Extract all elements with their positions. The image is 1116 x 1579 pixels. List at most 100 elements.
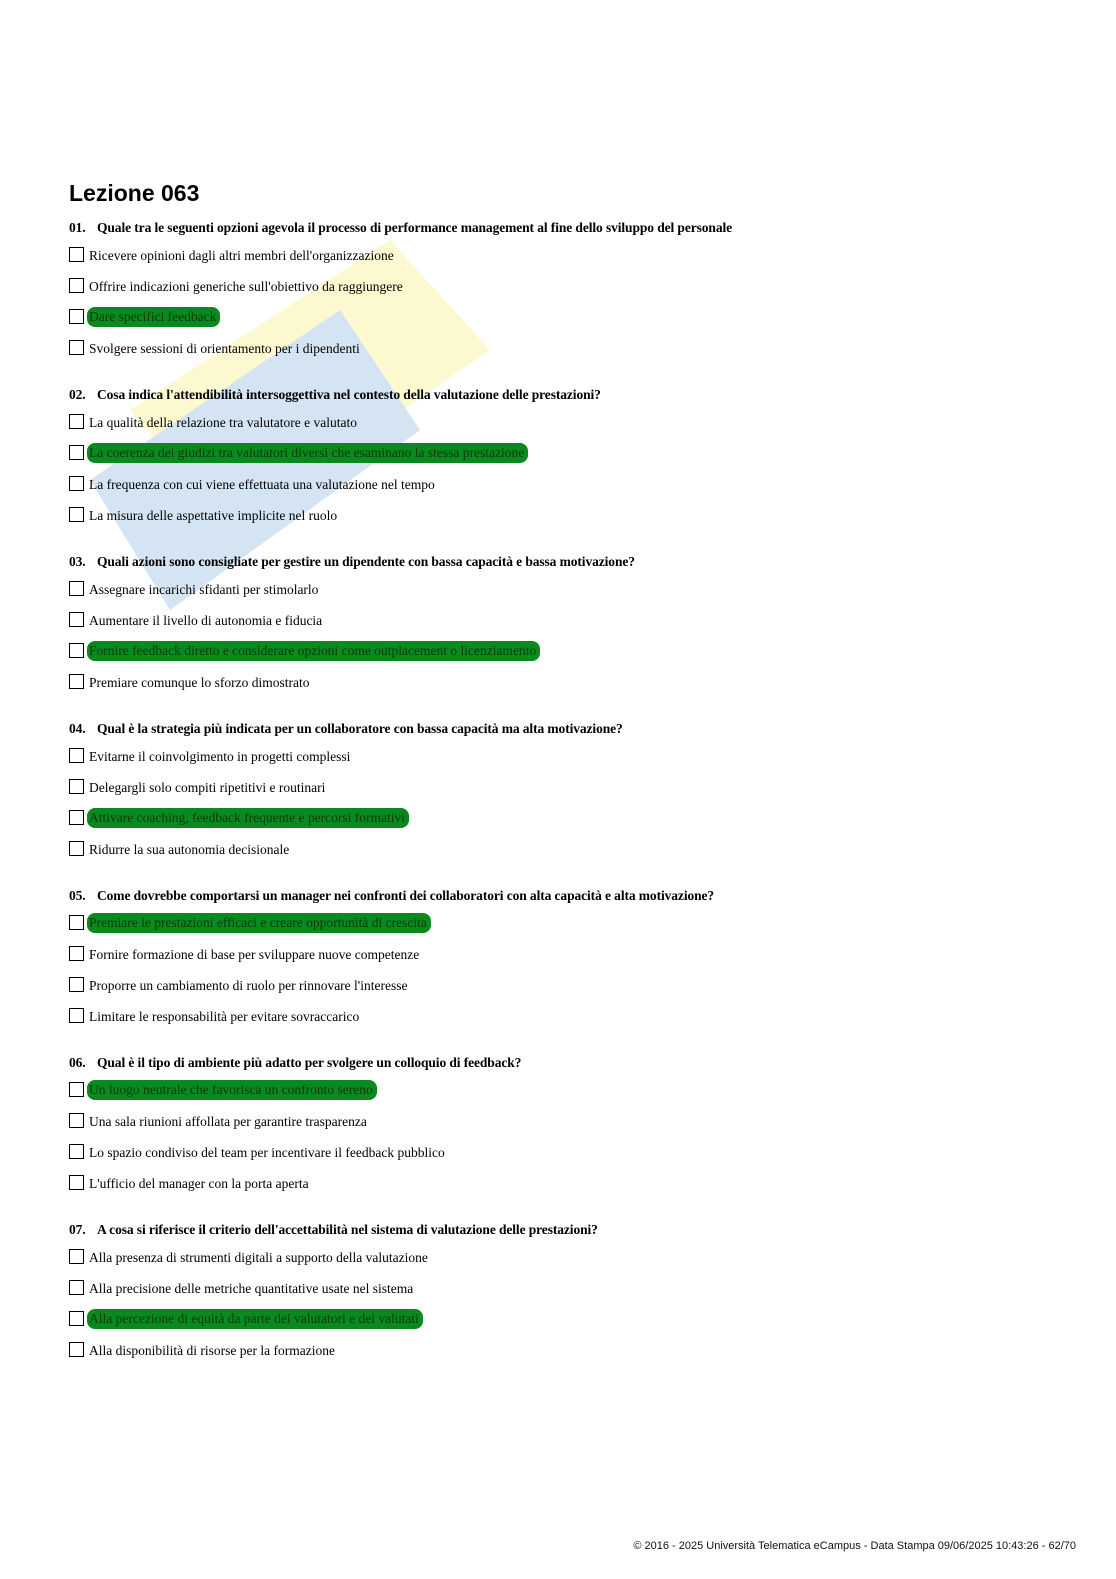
checkbox[interactable] bbox=[69, 1082, 84, 1097]
checkbox[interactable] bbox=[69, 1342, 84, 1357]
answer-option[interactable]: Attivare coaching, feedback frequente e … bbox=[69, 808, 1069, 841]
checkbox[interactable] bbox=[69, 810, 84, 825]
checkbox[interactable] bbox=[69, 915, 84, 930]
checkbox[interactable] bbox=[69, 340, 84, 355]
answer-text: Delegargli solo compiti ripetitivi e rou… bbox=[89, 780, 326, 795]
answer-text: Svolgere sessioni di orientamento per i … bbox=[89, 341, 360, 356]
answer-text: La frequenza con cui viene effettuata un… bbox=[89, 477, 435, 492]
question-number: 01. bbox=[69, 220, 86, 235]
answer-option[interactable]: La frequenza con cui viene effettuata un… bbox=[69, 476, 1069, 507]
answer-option[interactable]: Premiare comunque lo sforzo dimostrato bbox=[69, 674, 1069, 705]
answer-option[interactable]: Delegargli solo compiti ripetitivi e rou… bbox=[69, 779, 1069, 810]
answer-option[interactable]: La misura delle aspettative implicite ne… bbox=[69, 507, 1069, 538]
question-number: 03. bbox=[69, 554, 86, 569]
answer-option[interactable]: Assegnare incarichi sfidanti per stimola… bbox=[69, 581, 1069, 612]
question-text: 06. Qual è il tipo di ambiente più adatto… bbox=[69, 1053, 1069, 1073]
answer-option[interactable]: Un luogo neutrale che favorisca un confr… bbox=[69, 1080, 1069, 1113]
answer-option[interactable]: Alla precisione delle metriche quantitat… bbox=[69, 1280, 1069, 1311]
question-block: 07. A cosa si riferisce il criterio dell'… bbox=[69, 1220, 1069, 1387]
question-block: 01. Quale tra le seguenti opzioni agevola… bbox=[69, 218, 1069, 385]
answer-option[interactable]: Alla disponibilità di risorse per la for… bbox=[69, 1342, 1069, 1373]
answer-option[interactable]: Alla presenza di strumenti digitali a su… bbox=[69, 1249, 1069, 1280]
question-label: A cosa si riferisce il criterio dell'acc… bbox=[97, 1222, 598, 1237]
checkbox[interactable] bbox=[69, 946, 84, 961]
checkbox[interactable] bbox=[69, 748, 84, 763]
footer-text: © 2016 - 2025 Università Telematica eCam… bbox=[633, 1540, 1076, 1552]
question-number: 05. bbox=[69, 888, 86, 903]
answer-option[interactable]: La qualità della relazione tra valutator… bbox=[69, 414, 1069, 445]
answer-text: La misura delle aspettative implicite ne… bbox=[89, 508, 338, 523]
checkbox[interactable] bbox=[69, 674, 84, 689]
answer-text: Aumentare il livello di autonomia e fidu… bbox=[89, 613, 323, 628]
checkbox[interactable] bbox=[69, 445, 84, 460]
answer-text: Offrire indicazioni generiche sull'obiet… bbox=[89, 279, 403, 294]
question-label: Quali azioni sono consigliate per gestir… bbox=[97, 554, 635, 569]
answer-option[interactable]: Una sala riunioni affollata per garantir… bbox=[69, 1113, 1069, 1144]
answer-text: Proporre un cambiamento di ruolo per rin… bbox=[89, 978, 408, 993]
answer-option[interactable]: La coerenza dei giudizi tra valutatori d… bbox=[69, 443, 1069, 476]
answer-text: Evitarne il coinvolgimento in progetti c… bbox=[89, 749, 351, 764]
answer-text: Alla precisione delle metriche quantitat… bbox=[89, 1281, 414, 1296]
checkbox[interactable] bbox=[69, 612, 84, 627]
checkbox[interactable] bbox=[69, 977, 84, 992]
correct-answer-text: Attivare coaching, feedback frequente e … bbox=[87, 808, 409, 828]
checkbox[interactable] bbox=[69, 779, 84, 794]
checkbox[interactable] bbox=[69, 278, 84, 293]
checkbox[interactable] bbox=[69, 1113, 84, 1128]
answer-text: Premiare comunque lo sforzo dimostrato bbox=[89, 675, 310, 690]
answer-text: Ridurre la sua autonomia decisionale bbox=[89, 842, 290, 857]
answer-option[interactable]: Fornire formazione di base per sviluppar… bbox=[69, 946, 1069, 977]
question-label: Qual è la strategia più indicata per un … bbox=[97, 721, 623, 736]
page-title: Lezione 063 bbox=[69, 180, 200, 206]
question-text: 07. A cosa si riferisce il criterio dell'… bbox=[69, 1220, 1069, 1240]
answer-option[interactable]: Ricevere opinioni dagli altri membri del… bbox=[69, 247, 1069, 278]
checkbox[interactable] bbox=[69, 1144, 84, 1159]
checkbox[interactable] bbox=[69, 841, 84, 856]
answer-text: Fornire formazione di base per sviluppar… bbox=[89, 947, 420, 962]
answer-option[interactable]: Ridurre la sua autonomia decisionale bbox=[69, 841, 1069, 872]
answer-option[interactable]: Lo spazio condiviso del team per incenti… bbox=[69, 1144, 1069, 1175]
answer-option[interactable]: Premiare le prestazioni efficaci e crear… bbox=[69, 913, 1069, 946]
question-text: 03. Quali azioni sono consigliate per ges… bbox=[69, 552, 1069, 572]
correct-answer-text: Fornire feedback diretto e considerare o… bbox=[87, 641, 541, 661]
answer-option[interactable]: L'ufficio del manager con la porta apert… bbox=[69, 1175, 1069, 1206]
answer-text: Una sala riunioni affollata per garantir… bbox=[89, 1114, 367, 1129]
answer-option[interactable]: Evitarne il coinvolgimento in progetti c… bbox=[69, 748, 1069, 779]
checkbox[interactable] bbox=[69, 643, 84, 658]
answer-text: Limitare le responsabilità per evitare s… bbox=[89, 1009, 360, 1024]
correct-answer-text: La coerenza dei giudizi tra valutatori d… bbox=[87, 443, 529, 463]
checkbox[interactable] bbox=[69, 507, 84, 522]
answer-option[interactable]: Limitare le responsabilità per evitare s… bbox=[69, 1008, 1069, 1039]
checkbox[interactable] bbox=[69, 1249, 84, 1264]
answer-option[interactable]: Offrire indicazioni generiche sull'obiet… bbox=[69, 278, 1069, 309]
checkbox[interactable] bbox=[69, 581, 84, 596]
checkbox[interactable] bbox=[69, 476, 84, 491]
question-text: 02. Cosa indica l'attendibilità intersogg… bbox=[69, 385, 1069, 405]
question-text: 01. Quale tra le seguenti opzioni agevola… bbox=[69, 218, 1069, 238]
answer-option[interactable]: Aumentare il livello di autonomia e fidu… bbox=[69, 612, 1069, 643]
answer-text: Alla presenza di strumenti digitali a su… bbox=[89, 1250, 428, 1265]
checkbox[interactable] bbox=[69, 309, 84, 324]
answer-option[interactable]: Svolgere sessioni di orientamento per i … bbox=[69, 340, 1069, 371]
answer-option[interactable]: Alla percezione di equità da parte dei v… bbox=[69, 1309, 1069, 1342]
checkbox[interactable] bbox=[69, 1280, 84, 1295]
correct-answer-text: Premiare le prestazioni efficaci e crear… bbox=[87, 913, 431, 933]
checkbox[interactable] bbox=[69, 1311, 84, 1326]
answer-text: Assegnare incarichi sfidanti per stimola… bbox=[89, 582, 319, 597]
checkbox[interactable] bbox=[69, 1008, 84, 1023]
answer-text: L'ufficio del manager con la porta apert… bbox=[89, 1176, 309, 1191]
checkbox[interactable] bbox=[69, 414, 84, 429]
checkbox[interactable] bbox=[69, 247, 84, 262]
answer-option[interactable]: Fornire feedback diretto e considerare o… bbox=[69, 641, 1069, 674]
question-block: 04. Qual è la strategia più indicata per … bbox=[69, 719, 1069, 886]
correct-answer-text: Dare specifici feedback bbox=[87, 307, 221, 327]
question-number: 07. bbox=[69, 1222, 86, 1237]
question-block: 06. Qual è il tipo di ambiente più adatto… bbox=[69, 1053, 1069, 1220]
question-text: 04. Qual è la strategia più indicata per … bbox=[69, 719, 1069, 739]
question-number: 04. bbox=[69, 721, 86, 736]
answer-option[interactable]: Dare specifici feedback bbox=[69, 307, 1069, 340]
checkbox[interactable] bbox=[69, 1175, 84, 1190]
answer-option[interactable]: Proporre un cambiamento di ruolo per rin… bbox=[69, 977, 1069, 1008]
question-block: 02. Cosa indica l'attendibilità intersogg… bbox=[69, 385, 1069, 552]
question-label: Quale tra le seguenti opzioni agevola il… bbox=[97, 220, 733, 235]
